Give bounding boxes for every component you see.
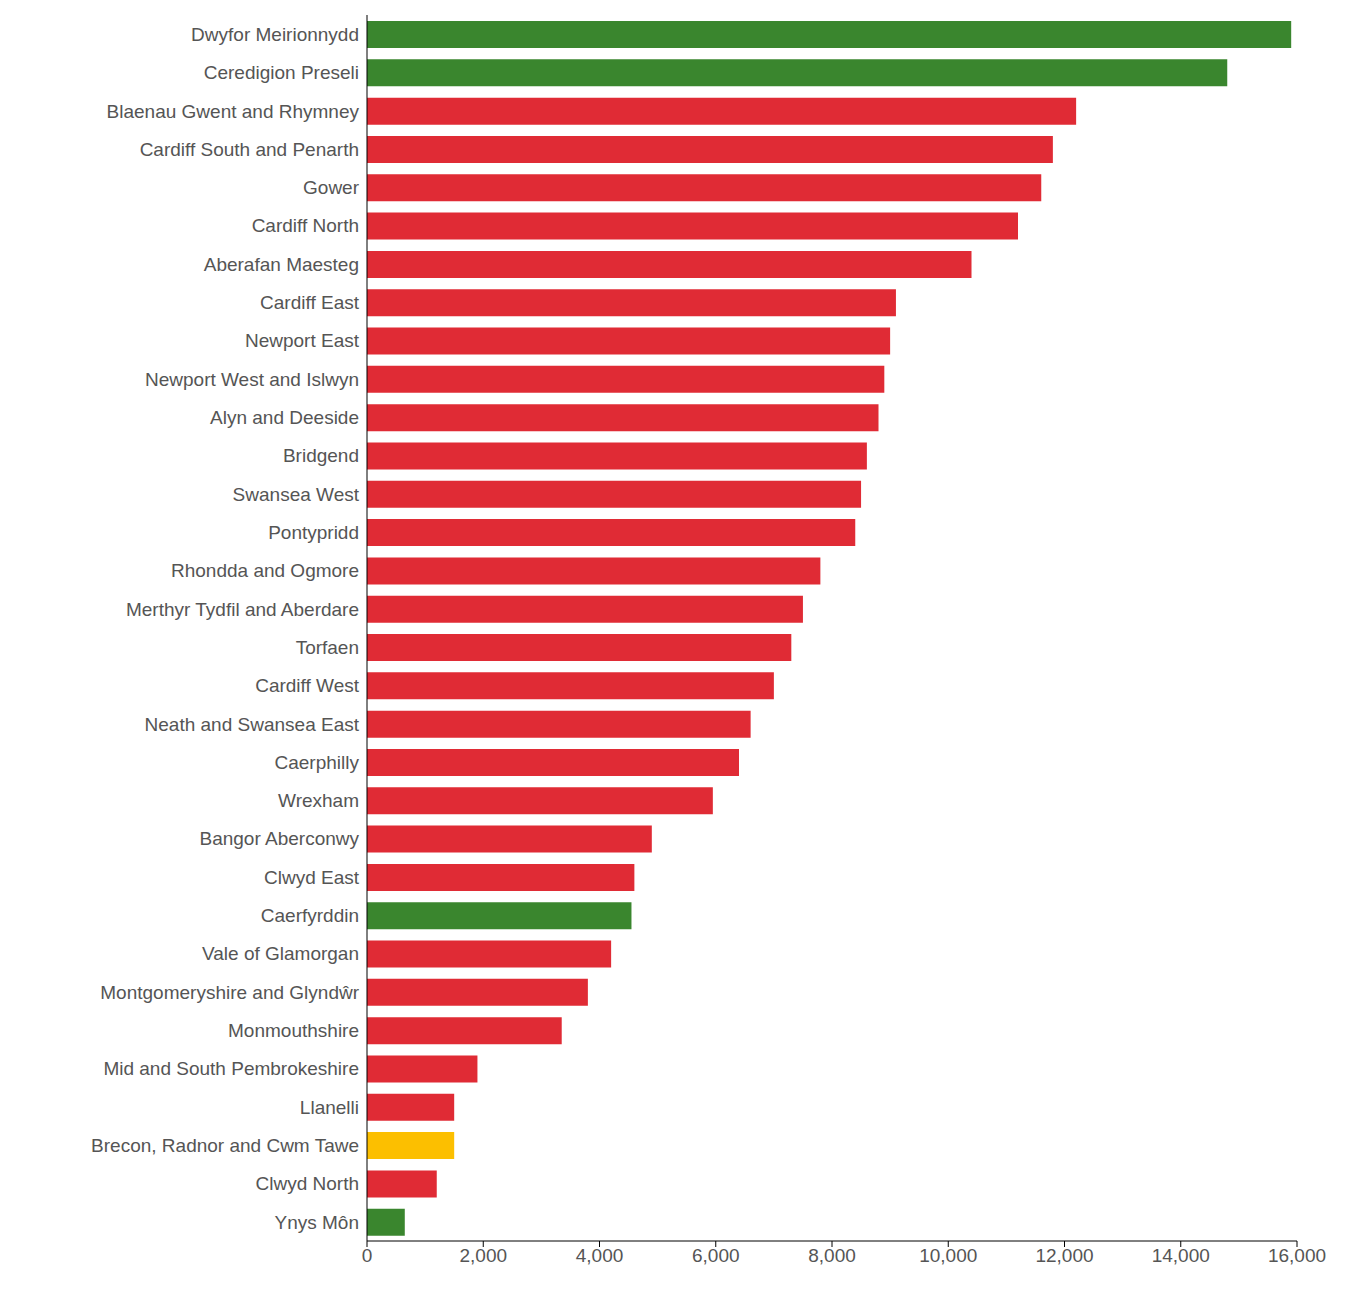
svg-text:Aberafan Maesteg: Aberafan Maesteg [204, 254, 359, 275]
svg-text:Bangor Aberconwy: Bangor Aberconwy [200, 828, 360, 849]
svg-text:Cardiff South and Penarth: Cardiff South and Penarth [140, 139, 359, 160]
svg-text:Brecon, Radnor and Cwm Tawe: Brecon, Radnor and Cwm Tawe [91, 1135, 359, 1156]
svg-text:Gower: Gower [303, 177, 360, 198]
svg-text:8,000: 8,000 [808, 1245, 856, 1266]
svg-text:Pontypridd: Pontypridd [268, 522, 359, 543]
svg-text:Bridgend: Bridgend [283, 445, 359, 466]
svg-text:Merthyr Tydfil and Aberdare: Merthyr Tydfil and Aberdare [126, 599, 359, 620]
svg-text:Montgomeryshire and Glyndŵr: Montgomeryshire and Glyndŵr [100, 982, 359, 1003]
svg-text:Swansea West: Swansea West [233, 484, 360, 505]
svg-text:Mid and South Pembrokeshire: Mid and South Pembrokeshire [103, 1058, 359, 1079]
svg-text:Clwyd East: Clwyd East [264, 867, 360, 888]
svg-text:2,000: 2,000 [459, 1245, 507, 1266]
svg-text:6,000: 6,000 [692, 1245, 740, 1266]
svg-text:10,000: 10,000 [919, 1245, 977, 1266]
svg-text:Torfaen: Torfaen [296, 637, 359, 658]
svg-text:Rhondda and Ogmore: Rhondda and Ogmore [171, 560, 359, 581]
svg-text:Newport East: Newport East [245, 330, 360, 351]
svg-text:Blaenau Gwent and Rhymney: Blaenau Gwent and Rhymney [107, 101, 360, 122]
svg-text:Caerfyrddin: Caerfyrddin [261, 905, 359, 926]
svg-text:14,000: 14,000 [1152, 1245, 1210, 1266]
svg-text:Monmouthshire: Monmouthshire [228, 1020, 359, 1041]
svg-text:4,000: 4,000 [576, 1245, 624, 1266]
svg-text:Wrexham: Wrexham [278, 790, 359, 811]
svg-text:Ceredigion Preseli: Ceredigion Preseli [204, 62, 359, 83]
svg-text:Clwyd North: Clwyd North [256, 1173, 359, 1194]
svg-text:0: 0 [362, 1245, 373, 1266]
svg-text:16,000: 16,000 [1268, 1245, 1326, 1266]
svg-text:Neath and Swansea East: Neath and Swansea East [145, 714, 360, 735]
svg-text:Vale of Glamorgan: Vale of Glamorgan [202, 943, 359, 964]
svg-text:Cardiff East: Cardiff East [260, 292, 360, 313]
svg-text:Newport West and Islwyn: Newport West and Islwyn [145, 369, 359, 390]
svg-text:Ynys Môn: Ynys Môn [275, 1212, 359, 1233]
svg-text:Cardiff North: Cardiff North [252, 215, 359, 236]
svg-text:Dwyfor Meirionnydd: Dwyfor Meirionnydd [191, 24, 359, 45]
svg-text:12,000: 12,000 [1035, 1245, 1093, 1266]
svg-text:Alyn and Deeside: Alyn and Deeside [210, 407, 359, 428]
svg-text:Cardiff West: Cardiff West [255, 675, 360, 696]
svg-text:Llanelli: Llanelli [300, 1097, 359, 1118]
svg-text:Caerphilly: Caerphilly [275, 752, 360, 773]
